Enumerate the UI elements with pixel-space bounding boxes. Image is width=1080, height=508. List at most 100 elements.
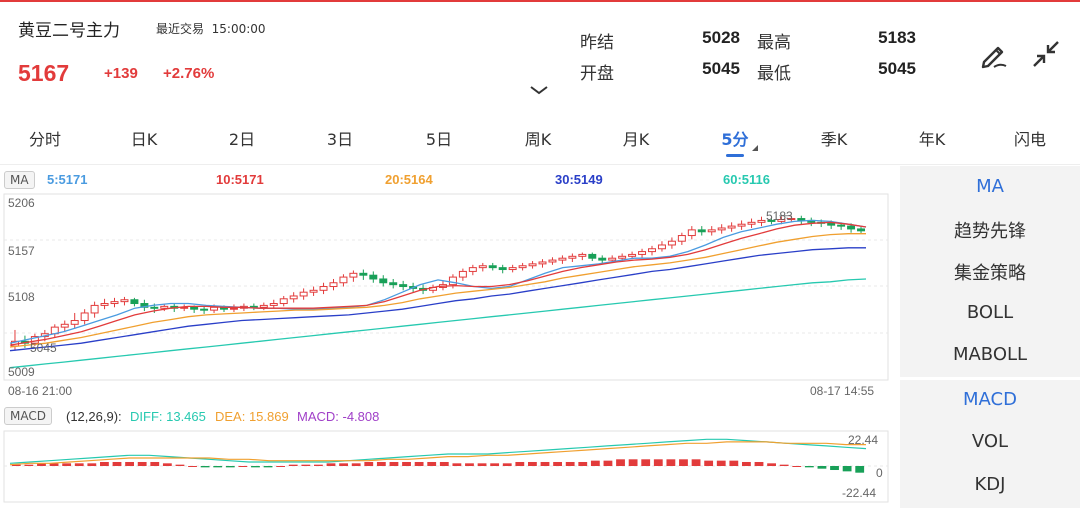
candle-body-20 (210, 306, 219, 311)
candle-body-73 (737, 223, 746, 227)
macd-bar-2 (37, 463, 46, 466)
candle-body-6 (70, 320, 79, 325)
indicator-vol[interactable]: VOL (971, 431, 1009, 452)
candle-body-55 (558, 257, 567, 261)
tab-3day[interactable]: 3日 (326, 130, 354, 149)
candle-body-83 (837, 224, 846, 227)
candle-body-72 (727, 225, 736, 229)
macd-bar-1 (24, 464, 34, 466)
macd-bar-21 (276, 466, 286, 467)
macd-bar-7 (100, 461, 109, 466)
candle-body-22 (229, 307, 238, 310)
tab-5day[interactable]: 5日 (425, 130, 453, 149)
contract-title: 黄豆二号主力 (18, 21, 120, 41)
pen-icon[interactable] (976, 36, 1012, 72)
macd-bar-30 (389, 461, 399, 466)
ma-badge[interactable]: MA (4, 171, 35, 189)
collapse-arrows-icon[interactable] (1028, 36, 1064, 72)
macd-bar-51 (653, 459, 663, 466)
candle-body-58 (588, 253, 597, 259)
macd-bar-23 (301, 464, 311, 466)
candle-body-77 (777, 218, 786, 222)
macd-bar-61 (779, 464, 789, 466)
candle-body-76 (767, 219, 776, 222)
indicator-macd[interactable]: MACD (963, 389, 1017, 410)
candle-body-32 (329, 282, 338, 288)
candle-body-57 (578, 253, 587, 257)
macd-bar-36 (465, 463, 474, 466)
low-marker-label: 5045 (30, 341, 57, 355)
macd-bar-11 (150, 461, 160, 466)
time-axis-end: 08-17 14:55 (810, 384, 875, 398)
candle-body-52 (528, 263, 537, 267)
open-value: 5045 (702, 59, 740, 78)
ma10-label: 10:5171 (216, 172, 264, 187)
kline-chart[interactable] (0, 0, 900, 508)
macd-bar-19 (251, 466, 260, 468)
indicator-maboll[interactable]: MABOLL (952, 344, 1028, 365)
candle-body-59 (598, 257, 607, 261)
top-accent-line (0, 0, 1080, 2)
price-axis-top: 5206 (8, 196, 35, 210)
macd-bar-62 (792, 466, 802, 467)
open-label: 开盘 (580, 64, 614, 84)
chevron-down-icon[interactable] (528, 82, 550, 96)
candle-body-25 (259, 304, 268, 308)
macd-bar-45 (578, 461, 588, 466)
candle-body-54 (548, 259, 557, 263)
candle-body-53 (538, 261, 547, 265)
candle-body-10 (110, 301, 119, 305)
indicator-fund-strategy[interactable]: 集金策略 (954, 263, 1026, 284)
macd-bar-46 (590, 460, 600, 466)
tab-day-k[interactable]: 日K (130, 130, 158, 149)
macd-bar-4 (62, 463, 72, 466)
candle-body-7 (80, 312, 89, 322)
macd-bar-32 (414, 461, 424, 466)
macd-bar-18 (238, 466, 248, 467)
macd-badge[interactable]: MACD (4, 407, 52, 425)
tab-year-k[interactable]: 年K (918, 130, 946, 149)
macd-bar-39 (502, 463, 512, 466)
indicator-ma[interactable]: MA (976, 176, 1004, 197)
period-dropdown-icon[interactable] (752, 145, 758, 151)
tab-week-k[interactable]: 周K (524, 130, 552, 149)
macd-bar-6 (87, 463, 97, 466)
tab-flash[interactable]: 闪电 (1013, 130, 1046, 149)
macd-bar-42 (540, 461, 550, 466)
tab-minute[interactable]: 分时 (28, 130, 61, 149)
candle-body-62 (628, 253, 637, 257)
candle-body-15 (160, 305, 169, 309)
indicator-kdj[interactable]: KDJ (974, 474, 1006, 495)
candle-body-44 (448, 276, 457, 286)
ma60-label: 60:5116 (723, 172, 770, 187)
macd-bar-37 (477, 463, 487, 466)
tab-2day[interactable]: 2日 (228, 130, 256, 149)
macd-bar-13 (175, 464, 185, 466)
indicator-trend-pioneer[interactable]: 趋势先锋 (954, 221, 1026, 242)
macd-bar-27 (351, 463, 361, 466)
candle-body-84 (847, 225, 856, 230)
price-axis-mid1: 5157 (8, 244, 35, 258)
candle-body-8 (90, 304, 99, 314)
tab-quarter-k[interactable]: 季K (820, 130, 848, 149)
tab-month-k[interactable]: 月K (622, 130, 650, 149)
macd-bar-31 (402, 461, 411, 466)
macd-bar-20 (263, 466, 273, 468)
candle-body-75 (757, 219, 766, 223)
tab-5min[interactable]: 5分 (721, 130, 749, 149)
candles (10, 215, 866, 351)
macd-axis-zero: 0 (876, 466, 883, 480)
candle-body-70 (707, 229, 716, 233)
macd-value: MACD: -4.808 (297, 409, 380, 424)
ma30-label: 30:5149 (555, 172, 603, 187)
ma5-label: 5:5171 (47, 172, 88, 187)
macd-bar-38 (490, 463, 500, 466)
candle-body-14 (150, 306, 159, 309)
candle-body-47 (478, 265, 487, 269)
macd-bar-57 (729, 460, 739, 466)
indicator-boll[interactable]: BOLL (966, 302, 1014, 323)
ma20-line (9, 233, 866, 348)
candle-body-2 (30, 336, 39, 344)
macd-bar-17 (225, 466, 235, 468)
candle-body-63 (638, 251, 647, 255)
